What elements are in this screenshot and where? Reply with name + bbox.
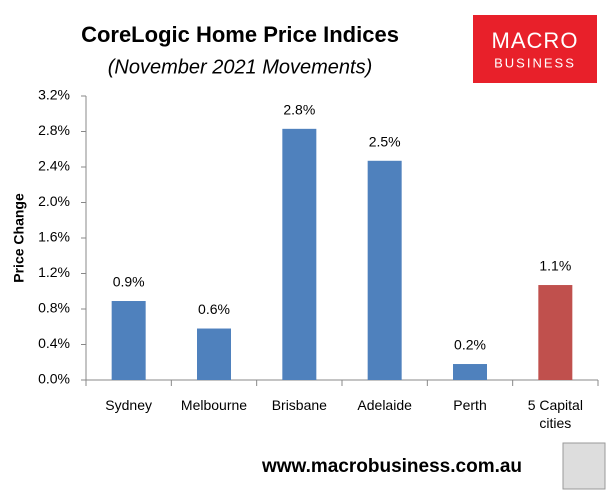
fox-icon xyxy=(562,442,606,490)
y-axis-label: Price Change xyxy=(11,193,27,283)
value-label: 0.6% xyxy=(198,301,230,317)
y-tick-label: 1.2% xyxy=(38,264,70,280)
y-tick-label: 0.0% xyxy=(38,371,70,387)
x-tick-label: Brisbane xyxy=(271,397,327,413)
bar xyxy=(367,160,402,380)
value-label: 2.5% xyxy=(369,133,401,149)
x-tick-label: Perth xyxy=(453,397,487,413)
y-tick-label: 2.8% xyxy=(38,122,70,138)
value-label: 0.9% xyxy=(113,274,145,290)
value-label: 2.8% xyxy=(283,102,315,118)
y-tick-label: 0.8% xyxy=(38,300,70,316)
y-tick-label: 2.0% xyxy=(38,193,70,209)
x-tick-label: 5 Capital cities xyxy=(527,397,583,431)
logo-box xyxy=(473,15,597,83)
logo-line2: BUSINESS xyxy=(494,55,576,70)
value-label: 0.2% xyxy=(454,337,486,353)
bar xyxy=(538,285,573,380)
value-label: 1.1% xyxy=(539,258,571,274)
y-tick-label: 1.6% xyxy=(38,229,70,245)
chart-title: CoreLogic Home Price Indices xyxy=(81,22,399,47)
bar xyxy=(111,301,146,380)
chart-subtitle: (November 2021 Movements) xyxy=(108,56,373,78)
y-tick-label: 3.2% xyxy=(38,87,70,103)
y-tick-label: 0.4% xyxy=(38,335,70,351)
x-tick-label: Sydney xyxy=(105,397,152,413)
bar xyxy=(453,364,487,380)
bar xyxy=(197,328,231,380)
logo-line1: MACRO xyxy=(492,28,579,53)
x-tick-label: Adelaide xyxy=(357,397,412,413)
x-tick-label: Melbourne xyxy=(180,397,248,413)
y-tick-label: 2.4% xyxy=(38,158,70,174)
bar xyxy=(282,128,317,380)
footer-url: www.macrobusiness.com.au xyxy=(261,456,522,477)
